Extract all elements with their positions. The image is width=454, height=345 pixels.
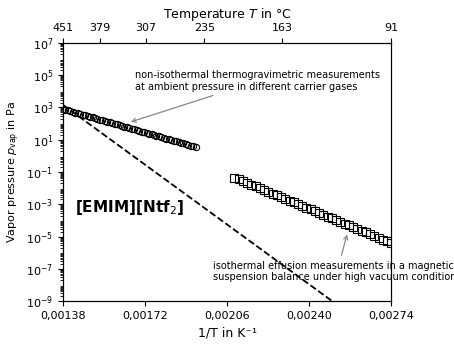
Text: isothermal effusion measurements in a magnetic
suspension balance under high vac: isothermal effusion measurements in a ma… xyxy=(212,236,454,283)
X-axis label: 1/T in K⁻¹: 1/T in K⁻¹ xyxy=(197,326,257,339)
Text: non-isothermal thermogravimetric measurements
at ambient pressure in different c: non-isothermal thermogravimetric measure… xyxy=(132,70,380,122)
Text: [EMIM][Ntf$_2$]: [EMIM][Ntf$_2$] xyxy=(75,198,184,217)
X-axis label: Temperature $T$ in °C: Temperature $T$ in °C xyxy=(163,6,291,22)
Y-axis label: Vapor pressure $p_{\rm vap}$ in Pa: Vapor pressure $p_{\rm vap}$ in Pa xyxy=(5,101,22,243)
